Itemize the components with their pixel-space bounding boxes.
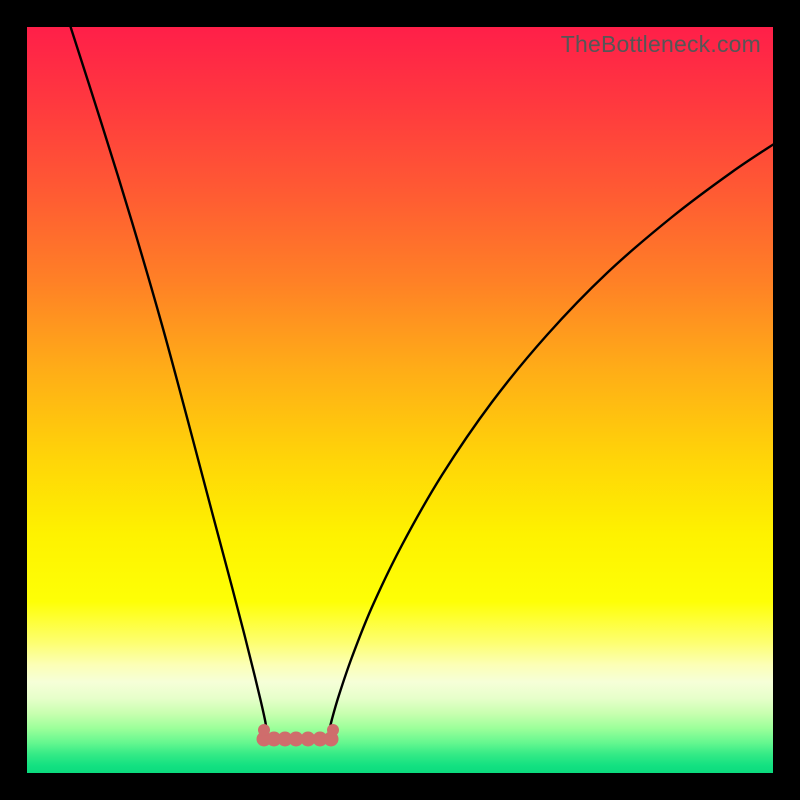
chart-frame: TheBottleneck.com <box>0 0 800 800</box>
optimum-marker-cap <box>258 724 270 736</box>
optimum-marker-cap <box>327 724 339 736</box>
plot-area: TheBottleneck.com <box>27 27 773 773</box>
curve-right-branch <box>329 142 773 732</box>
curve-left-branch <box>69 27 267 732</box>
bottleneck-curve <box>27 27 773 773</box>
watermark-text: TheBottleneck.com <box>561 31 761 58</box>
